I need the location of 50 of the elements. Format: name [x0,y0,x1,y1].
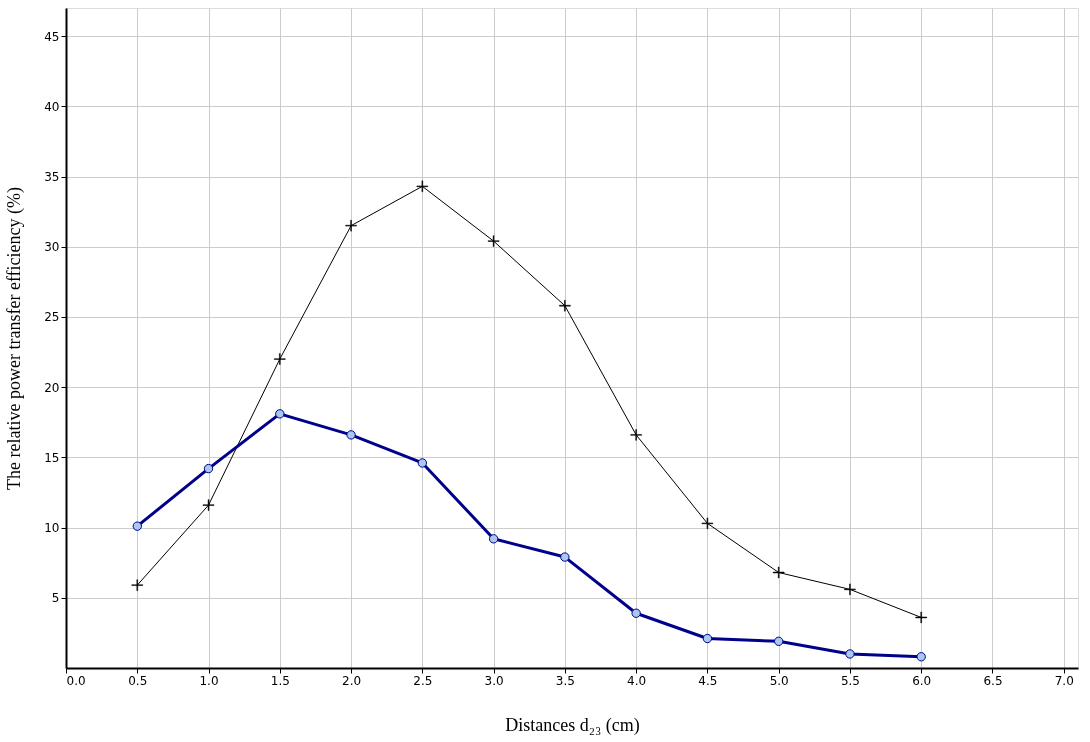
x-tick-label: 6.0 [912,673,932,688]
point [275,409,285,419]
y-tick-label: 20 [44,380,60,395]
point [560,552,570,562]
point [772,566,785,579]
point [346,430,356,440]
x-tick-label: 1.5 [270,673,290,688]
y-axis-title: The relative power transfer efficiency (%) [4,186,26,491]
y-tick-label: 40 [44,99,60,114]
x-tick-label: 4.5 [698,673,718,688]
x-tick-label: 1.0 [199,673,219,688]
point [844,583,856,596]
x-tick-label: 5.5 [840,673,860,688]
y-tick-label: 25 [44,310,60,325]
y-tick-label: 35 [44,170,60,185]
y-tick-label: 30 [44,240,60,255]
point [132,521,142,531]
y-tick-label: 5 [51,591,60,606]
point [559,299,571,312]
point [202,499,215,511]
x-tick-label: 5.0 [769,673,789,688]
x-axis-title: Distances d₂₃ (cm) [505,714,640,736]
point [131,579,143,591]
x-tick-label: 3.0 [484,673,504,688]
x-tick-label: 2.5 [413,673,433,688]
y-tick-label: 45 [44,29,60,44]
x-tick-label: 0.0 [66,673,86,688]
y-tick-label: 10 [44,521,60,536]
point [916,652,926,662]
point [701,517,714,530]
point [274,353,286,365]
point [845,649,855,659]
point [488,534,499,544]
point [631,608,641,618]
point [630,429,642,441]
point [915,611,927,624]
point [416,180,429,193]
x-tick-label: 3.5 [555,673,575,688]
point [345,219,357,232]
x-tick-label: 0.5 [128,673,148,688]
point [417,458,428,468]
point [487,235,500,247]
point [773,636,784,646]
point [702,633,713,644]
x-tick-label: 6.5 [983,673,1003,688]
x-tick-label: 4.0 [627,673,647,688]
x-tick-label: 2.0 [342,673,362,688]
point [203,463,214,474]
y-tick-label: 15 [44,450,60,465]
x-tick-label: 7.0 [1054,673,1074,688]
